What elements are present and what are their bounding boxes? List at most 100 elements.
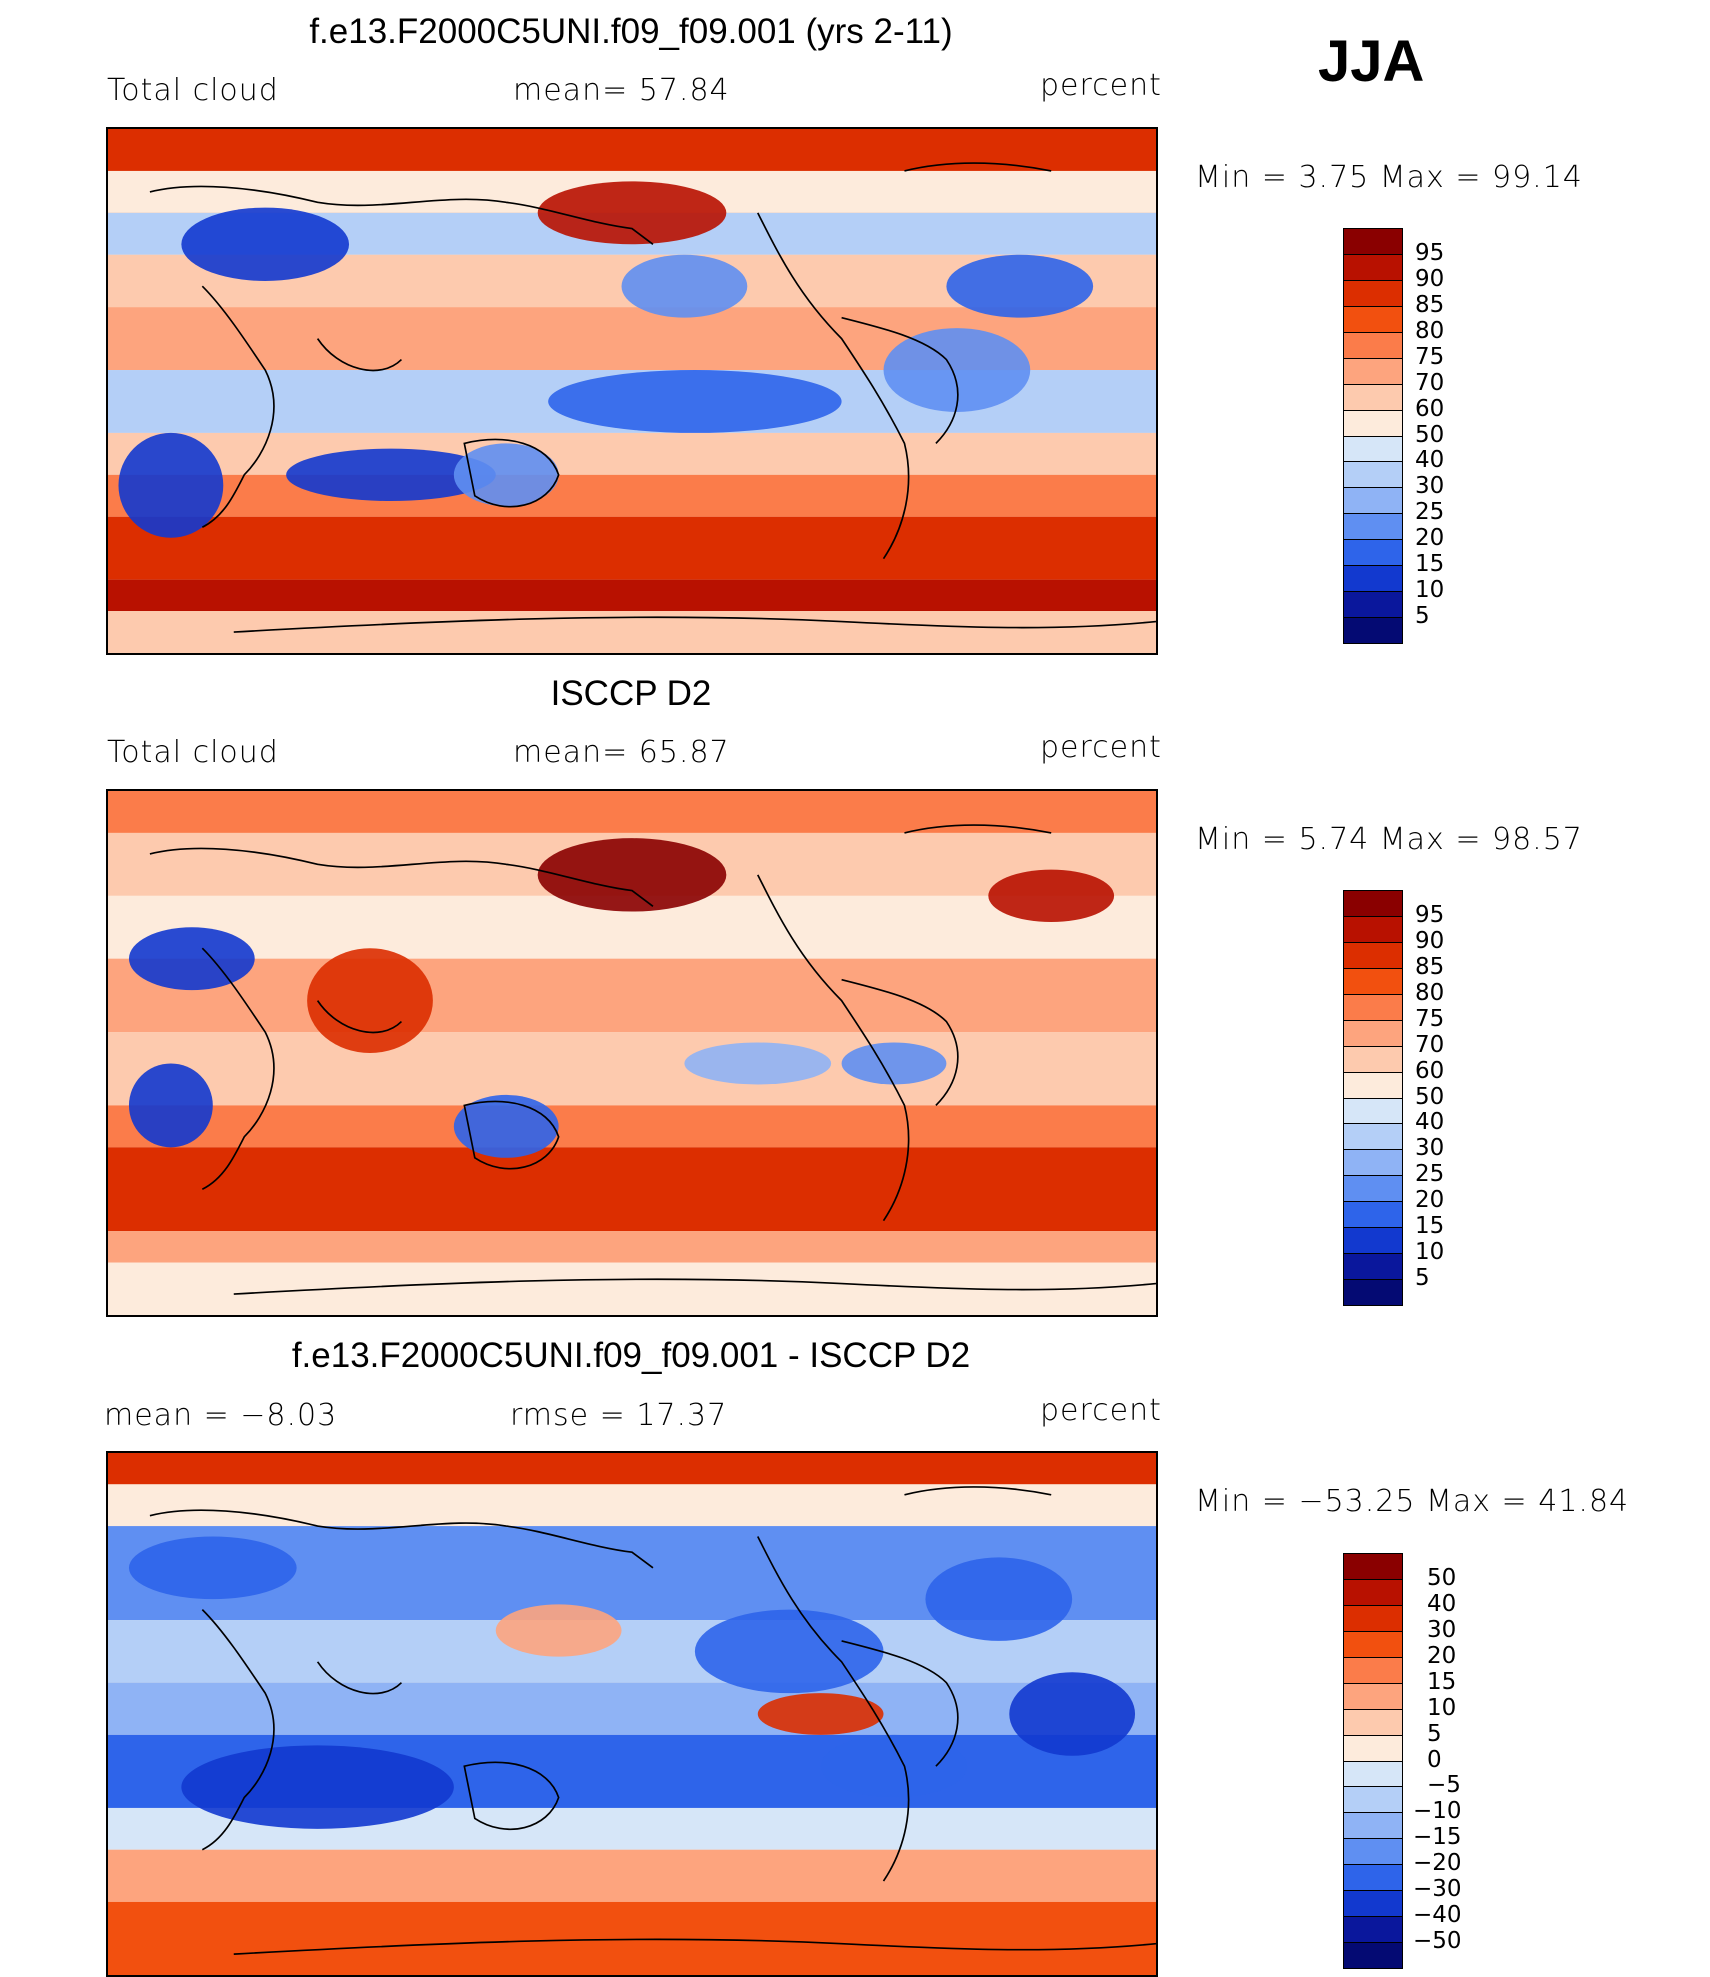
colorbar-swatch [1343,1578,1403,1606]
colorbar-swatch [1343,1227,1403,1255]
map-field [108,1453,1156,1975]
colorbar-swatch [1343,890,1403,917]
colorbar-swatch [1343,1604,1403,1632]
colorbar-swatch [1343,1682,1403,1710]
colorbar-swatch [1343,1916,1403,1944]
colorbar-tick-label: 20 [1415,525,1445,552]
colorbar-tick-label: 80 [1415,317,1445,344]
colorbar-swatch [1343,1838,1403,1866]
panel-title: f.e13.F2000C5UNI.f09_f09.001 (yrs 2-11) [309,12,953,51]
colorbar-tick-label: 40 [1415,447,1445,474]
map-plot [106,1451,1158,1977]
colorbar-swatch [1343,941,1403,969]
min-max-label: Min = 3.75 Max = 99.14 [1195,160,1583,195]
colorbar-swatch [1343,409,1403,437]
colorbar: 50 40 30 20 15 10 5 0 −5 −10 −15 −20 −30 −40 −50 [1343,1553,1462,1969]
colorbar-tick-label: −40 [1413,1902,1462,1929]
colorbar-swatch [1343,1123,1403,1151]
colorbar-swatch [1343,591,1403,619]
colorbar-tick-label: 75 [1415,1005,1445,1032]
colorbar-tick-label: −50 [1413,1928,1462,1955]
colorbar-tick-label: −20 [1413,1850,1462,1877]
colorbar-swatch [1343,1279,1403,1306]
colorbar-swatch [1343,617,1403,644]
rmse-label: rmse = 17.37 [510,1398,728,1433]
colorbar-tick-label: 40 [1427,1590,1457,1617]
map-field [108,129,1156,653]
colorbar-swatch [1343,1045,1403,1073]
colorbar-swatch [1343,539,1403,567]
colorbar-swatch [1343,1864,1403,1892]
panel-title: ISCCP D2 [550,674,712,713]
colorbar-tick-label: 15 [1415,1213,1445,1240]
variable-label: Total cloud [107,73,279,108]
colorbar-tick-label: 30 [1415,1135,1445,1162]
colorbar-swatch [1343,1812,1403,1840]
colorbar-tick-label: 5 [1415,1265,1430,1292]
colorbar-swatch [1343,1097,1403,1125]
mean-label: mean= 65.87 [513,735,730,770]
colorbar-tick-label: 25 [1415,499,1445,526]
colorbar-tick-label: −30 [1413,1876,1462,1903]
colorbar-tick-label: 50 [1415,421,1445,448]
colorbar-swatch [1343,1253,1403,1281]
colorbar-swatch [1343,967,1403,995]
colorbar-swatch [1343,565,1403,593]
colorbar-swatch [1343,228,1403,255]
colorbar-tick-label: −5 [1427,1772,1461,1799]
colorbar-tick-label: 15 [1415,551,1445,578]
min-max-label: Min = −53.25 Max = 41.84 [1195,1484,1630,1519]
colorbar-tick-label: 80 [1415,979,1445,1006]
colorbar-swatch [1343,487,1403,515]
colorbar-tick-label: 5 [1415,603,1430,630]
colorbar-tick-label: 70 [1415,1031,1445,1058]
colorbar-swatch [1343,1656,1403,1684]
colorbar-swatch [1343,383,1403,411]
colorbar-swatch [1343,513,1403,541]
colorbar-tick-label: 10 [1415,577,1445,604]
colorbar-swatch [1343,915,1403,943]
colorbar-swatch [1343,1149,1403,1177]
map-field [108,791,1156,1315]
colorbar-swatch [1343,331,1403,359]
colorbar-swatch [1343,1071,1403,1099]
colorbar-swatch [1343,1201,1403,1229]
colorbar-tick-label: 70 [1415,369,1445,396]
colorbar-swatch [1343,1553,1403,1580]
colorbar-tick-label: 85 [1415,291,1445,318]
colorbar-swatch [1343,1175,1403,1203]
colorbar-tick-label: 95 [1415,239,1445,266]
colorbar-tick-label: 95 [1415,901,1445,928]
colorbar-tick-label: 50 [1427,1564,1457,1591]
colorbar-tick-label: 20 [1427,1642,1457,1669]
colorbar-swatch [1343,1890,1403,1918]
units-label: percent [1040,1393,1162,1428]
colorbar-swatch [1343,461,1403,489]
colorbar-tick-label: 20 [1415,1187,1445,1214]
panel-title: f.e13.F2000C5UNI.f09_f09.001 - ISCCP D2 [291,1336,971,1375]
colorbar-tick-label: 50 [1415,1083,1445,1110]
colorbar-swatch [1343,1760,1403,1788]
variable-label: Total cloud [107,735,279,770]
colorbar-tick-label: 15 [1427,1668,1457,1695]
colorbar-tick-label: 25 [1415,1161,1445,1188]
colorbar-tick-label: 90 [1415,927,1445,954]
colorbar-swatch [1343,1019,1403,1047]
colorbar-tick-label: 10 [1427,1694,1457,1721]
colorbar-tick-label: 60 [1415,1057,1445,1084]
colorbar-swatch [1343,1786,1403,1814]
colorbar-tick-label: 10 [1415,1239,1445,1266]
colorbar-swatch [1343,1708,1403,1736]
colorbar-swatch [1343,435,1403,463]
colorbar-tick-label: −10 [1413,1798,1462,1825]
colorbar-tick-label: 85 [1415,953,1445,980]
colorbar-swatch [1343,305,1403,333]
colorbar-tick-label: 0 [1427,1746,1442,1773]
colorbar: 95 90 85 80 75 70 60 50 40 30 25 20 15 10 5 [1343,890,1444,1306]
units-label: percent [1040,730,1162,765]
min-max-label: Min = 5.74 Max = 98.57 [1195,822,1583,857]
colorbar-swatch [1343,1942,1403,1969]
colorbar-swatch [1343,1734,1403,1762]
colorbar-tick-label: 30 [1427,1616,1457,1643]
colorbar-swatch [1343,253,1403,281]
